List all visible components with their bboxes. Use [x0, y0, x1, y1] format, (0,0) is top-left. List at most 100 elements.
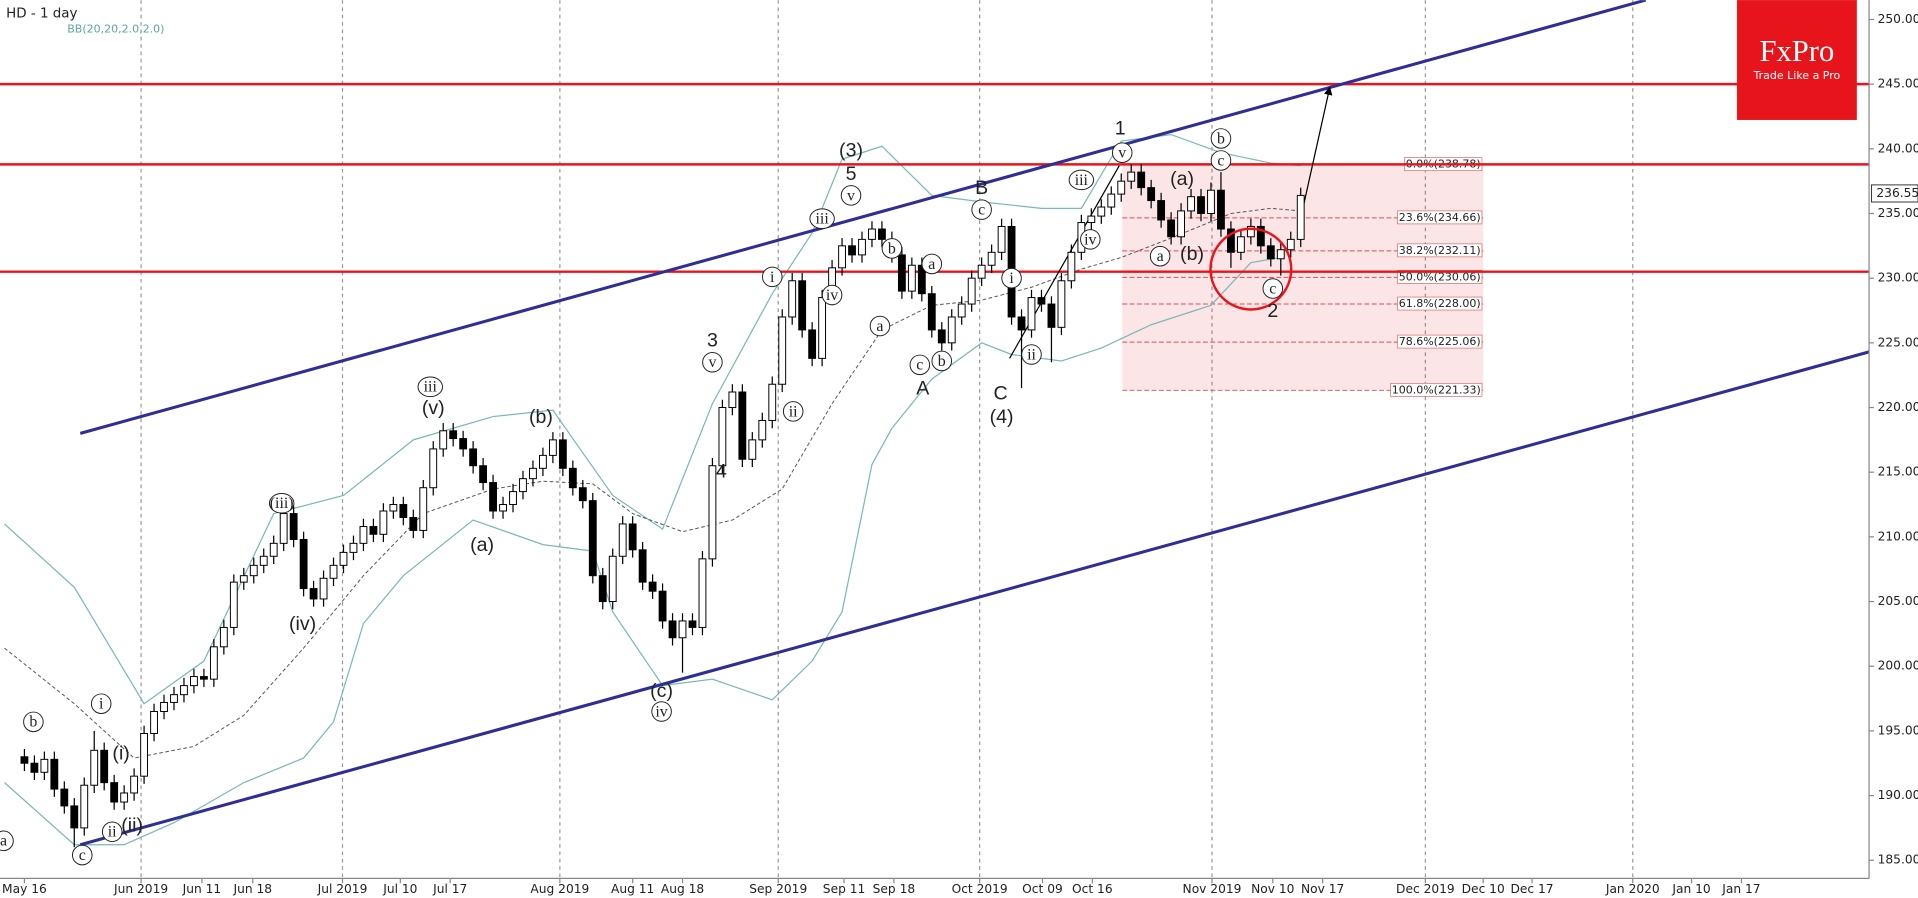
y-tick-label: 205.00 [1878, 594, 1918, 608]
candle-body [379, 510, 388, 535]
wave-circle [840, 185, 862, 206]
y-tick-label: 195.00 [1878, 723, 1918, 737]
wave-circle [761, 266, 783, 288]
candle-body [1246, 225, 1255, 238]
wave-label: ii [108, 824, 117, 841]
y-tick-label: 190.00 [1878, 788, 1918, 802]
candle-body [509, 491, 517, 506]
candle-body [1107, 193, 1116, 208]
candle-body [209, 646, 218, 680]
fib-label-bg [1397, 270, 1483, 284]
wave-label: i [770, 269, 775, 286]
candle-body [788, 280, 797, 318]
wave-circle [0, 830, 14, 852]
wave-label: (b) [1180, 243, 1204, 265]
candle-body [299, 538, 308, 590]
candle-body [369, 526, 378, 535]
fib-label-bg [1397, 334, 1483, 349]
x-tick-label: Aug 11 [611, 882, 654, 896]
candle-body [289, 513, 298, 540]
candle-body [519, 478, 527, 493]
channel-line [79, 350, 1870, 847]
wave-label: c [978, 202, 985, 219]
candle-body [818, 297, 827, 359]
y-tick-label: 220.00 [1878, 400, 1918, 414]
candle-body [718, 407, 727, 467]
candle-body [499, 504, 507, 512]
bollinger-middle [4, 207, 1301, 759]
y-tick-label: 240.00 [1878, 141, 1918, 155]
candle-body [848, 245, 856, 256]
wave-circle [23, 711, 44, 733]
wave-circle [1080, 229, 1101, 250]
candle-body [1276, 249, 1285, 260]
candle-body [1177, 210, 1185, 238]
candle-body [768, 383, 777, 421]
x-tick-label: Jun 11 [182, 882, 222, 896]
candle-body [469, 448, 478, 467]
wave-label: a [928, 256, 935, 273]
candle-body [698, 558, 707, 628]
x-tick-label: Jul 2019 [317, 882, 368, 896]
candle-body [20, 756, 29, 764]
logo-tagline: Trade Like a Pro [1753, 69, 1841, 82]
bollinger-upper [4, 133, 1301, 705]
wave-label: i [99, 696, 104, 713]
y-tick-label: 225.00 [1878, 335, 1918, 349]
candle-body [1296, 194, 1305, 240]
wave-label: a [1157, 248, 1164, 265]
x-tick-label: Jul 17 [432, 882, 467, 896]
wave-label: b [1217, 130, 1225, 147]
candle-body [190, 676, 198, 687]
candle-body [947, 316, 956, 344]
candle-body [459, 438, 468, 450]
wave-label: 1 [1115, 118, 1126, 140]
candle-body [1227, 228, 1235, 253]
wave-label: c [916, 357, 923, 374]
wave-circle [1210, 128, 1232, 149]
candle-body [1147, 187, 1156, 202]
candle-body [1286, 238, 1295, 251]
candle-body [977, 264, 986, 279]
candle-body [1217, 189, 1225, 230]
y-tick-label: 250.00 [1878, 12, 1918, 26]
candle-body [419, 487, 428, 531]
wave-label: (iv) [289, 613, 316, 635]
wave-circle [702, 351, 723, 373]
wave-label: i [1009, 270, 1014, 287]
indicator-label: BB(20,20,2.0,2.0) [67, 22, 164, 35]
wave-label: b [29, 714, 37, 731]
wave-label: 5 [846, 163, 857, 185]
wave-label: iv [1084, 231, 1096, 248]
candle-body [160, 701, 168, 712]
wave-label: 3 [707, 330, 718, 352]
x-tick-label: Dec 2019 [1396, 882, 1455, 896]
candle-body [1117, 180, 1126, 195]
wave-label: ii [789, 403, 798, 420]
candle-body [389, 504, 398, 512]
candle-body [30, 762, 39, 773]
wave-label: v [708, 354, 716, 371]
candle-body [100, 749, 109, 784]
fib-label: 100.0%(221.33) [1392, 383, 1481, 396]
candle-body [130, 775, 139, 794]
chart-title: HD - 1 day [6, 7, 77, 22]
fib-label: 50.0%(230.06) [1399, 270, 1481, 283]
candle-body [1057, 280, 1066, 328]
wave-label: iv [826, 287, 838, 304]
candle-body [997, 225, 1006, 253]
candle-body [927, 293, 936, 331]
wave-circle [1021, 344, 1042, 365]
x-tick-label: Oct 16 [1072, 882, 1113, 896]
candle-body [967, 277, 976, 305]
candle-body [529, 467, 537, 480]
wave-label: (a) [470, 534, 494, 556]
candle-body [1266, 245, 1275, 260]
x-tick-label: Oct 09 [1022, 882, 1063, 896]
candle-body [279, 513, 288, 544]
wave-label: b [888, 240, 896, 257]
candle-body [558, 439, 567, 469]
wave-circle [821, 284, 843, 306]
candle-body [399, 504, 408, 518]
y-tick-label: 230.00 [1878, 271, 1918, 285]
